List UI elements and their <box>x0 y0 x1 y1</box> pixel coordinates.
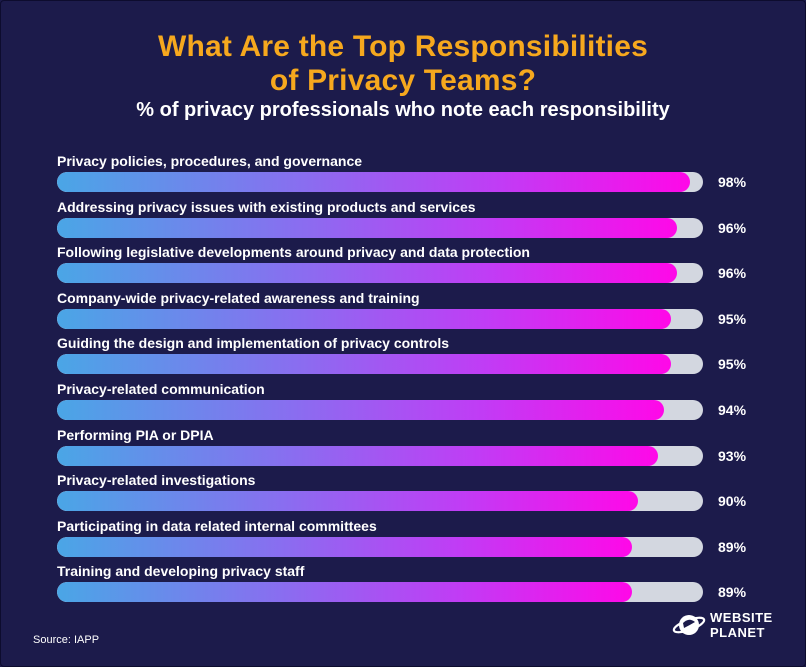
bar <box>57 172 691 192</box>
planet-ring-icon <box>672 615 706 635</box>
bar-value-label: 98% <box>718 174 747 190</box>
bar <box>57 491 639 512</box>
bar <box>57 263 678 284</box>
bar-value-label: 96% <box>718 265 747 282</box>
chart-title: What Are the Top Responsibilities of Pri… <box>0 30 806 98</box>
bar-value-label: 95% <box>718 310 747 327</box>
bar-track <box>57 354 703 375</box>
bar <box>57 217 678 238</box>
bar <box>57 354 671 375</box>
bar <box>57 308 671 329</box>
bar-label: Training and developing privacy staff <box>57 563 305 580</box>
bar-value-label: 95% <box>718 356 747 373</box>
bar-track <box>57 308 703 329</box>
chart-title-line-2: of Privacy Teams? <box>269 64 537 97</box>
bar-track <box>57 491 703 512</box>
bar-track <box>57 582 703 603</box>
chart-subtitle: % of privacy professionals who note each… <box>136 99 670 121</box>
bar-label: Company-wide privacy-related awareness a… <box>57 289 420 306</box>
source-note: Source: IAPP <box>33 634 100 646</box>
bar-track <box>57 172 703 192</box>
brand-logo: WEBSITE PLANET <box>672 606 782 644</box>
bar-value-label: 93% <box>718 447 747 464</box>
bar-track <box>57 263 703 284</box>
bar <box>57 536 632 557</box>
bar <box>57 445 658 466</box>
bar-label: Privacy-related communication <box>57 381 265 397</box>
bar-value-label: 89% <box>718 538 747 555</box>
bar-label: Privacy policies, procedures, and govern… <box>57 153 363 169</box>
bar-track <box>57 445 703 466</box>
chart-title-line-1: What Are the Top Responsibilities <box>158 30 648 63</box>
bar-value-label: 89% <box>718 584 747 601</box>
bar <box>57 400 665 420</box>
bar-label: Guiding the design and implementation of… <box>57 335 450 352</box>
bar-label: Performing PIA or DPIA <box>57 426 214 443</box>
bar-value-label: 96% <box>718 219 747 236</box>
bar-track <box>57 400 703 420</box>
bar-track <box>57 536 703 557</box>
bar-label: Privacy-related investigations <box>57 472 256 489</box>
bar-label: Participating in data related internal c… <box>57 517 377 534</box>
bar-value-label: 90% <box>718 493 747 510</box>
brand-name: WEBSITE PLANET <box>710 610 773 640</box>
bar-value-label: 94% <box>718 402 747 418</box>
bar-label: Following legislative developments aroun… <box>57 244 530 261</box>
bar-track <box>57 217 703 238</box>
bar-label: Addressing privacy issues with existing … <box>57 198 476 215</box>
bar <box>57 582 632 603</box>
brand-line-2: PLANET <box>710 625 765 640</box>
brand-line-1: WEBSITE <box>710 610 773 625</box>
